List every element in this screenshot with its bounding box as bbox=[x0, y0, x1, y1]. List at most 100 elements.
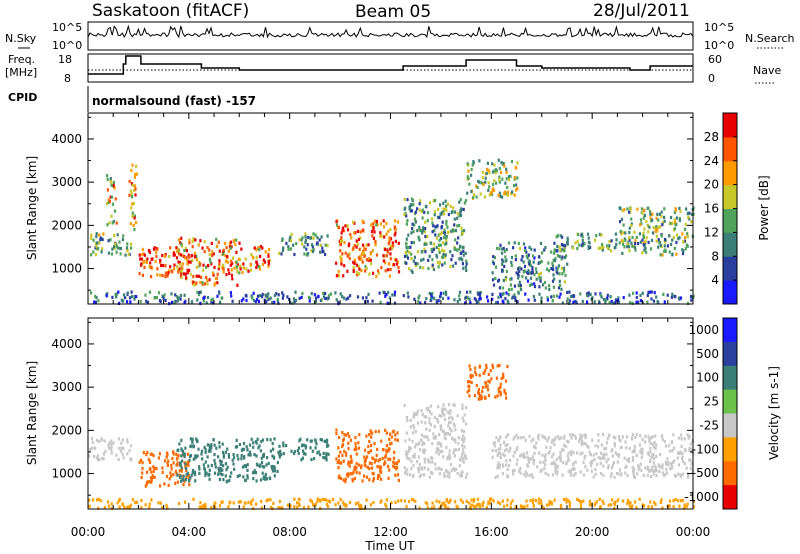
echo-cell bbox=[579, 292, 582, 296]
echo-cell bbox=[166, 274, 169, 278]
echo-cell bbox=[117, 457, 120, 462]
echo-cell bbox=[134, 193, 137, 197]
echo-cell bbox=[423, 230, 426, 234]
echo-cell bbox=[628, 236, 631, 240]
echo-cell bbox=[267, 461, 270, 465]
echo-cell bbox=[95, 498, 98, 502]
echo-cell bbox=[379, 300, 382, 304]
echo-cell bbox=[347, 244, 350, 248]
colorbar-segment bbox=[723, 341, 737, 367]
echo-cell bbox=[683, 239, 686, 243]
echo-cell bbox=[413, 255, 416, 259]
echo-cell bbox=[511, 190, 514, 194]
echo-cell bbox=[384, 261, 387, 265]
cpid-label: CPID bbox=[8, 91, 37, 104]
echo-cell bbox=[406, 249, 409, 253]
echo-cell bbox=[499, 292, 502, 296]
echo-cell bbox=[634, 475, 637, 479]
echo-cell bbox=[546, 298, 549, 302]
echo-cell bbox=[323, 498, 326, 502]
echo-cell bbox=[473, 498, 476, 502]
echo-cell bbox=[659, 500, 663, 504]
echo-cell bbox=[344, 453, 348, 457]
echo-cell bbox=[614, 232, 617, 236]
echo-cell bbox=[478, 392, 481, 396]
echo-cell bbox=[481, 502, 484, 506]
echo-cell bbox=[212, 252, 215, 256]
echo-cell bbox=[394, 227, 397, 232]
echo-cell bbox=[110, 448, 113, 452]
echo-cell bbox=[675, 233, 679, 237]
echo-cell bbox=[390, 435, 393, 439]
echo-cell bbox=[420, 433, 423, 437]
echo-cell bbox=[111, 221, 114, 225]
echo-cell bbox=[252, 477, 255, 481]
echo-cell bbox=[581, 451, 584, 455]
echo-cell bbox=[622, 296, 625, 300]
echo-cell bbox=[405, 245, 408, 250]
echo-cell bbox=[353, 221, 356, 225]
echo-cell bbox=[414, 445, 417, 449]
echo-cell bbox=[213, 443, 216, 447]
echo-cell bbox=[112, 180, 116, 185]
echo-cell bbox=[135, 500, 139, 504]
echo-cell bbox=[459, 474, 462, 478]
echo-cell bbox=[468, 394, 471, 398]
echo-cell bbox=[385, 254, 388, 258]
echo-cell bbox=[645, 236, 648, 240]
echo-cell bbox=[255, 255, 258, 260]
echo-cell bbox=[444, 253, 447, 257]
echo-cell bbox=[629, 505, 632, 510]
echo-cell bbox=[277, 450, 280, 454]
echo-cell bbox=[361, 251, 364, 255]
echo-cell bbox=[441, 220, 444, 224]
echo-cell bbox=[654, 434, 657, 438]
echo-cell bbox=[238, 442, 241, 447]
echo-cell bbox=[512, 295, 515, 299]
echo-cell bbox=[285, 444, 288, 448]
echo-cell bbox=[506, 498, 509, 502]
echo-cell bbox=[370, 223, 373, 227]
echo-cell bbox=[453, 223, 456, 227]
echo-cell bbox=[466, 162, 469, 166]
freq-tick-top: 18 bbox=[58, 53, 72, 66]
echo-cell bbox=[93, 446, 96, 450]
echo-cell bbox=[163, 254, 167, 258]
echo-cell bbox=[459, 251, 462, 255]
echo-cell bbox=[314, 233, 317, 237]
echo-cell bbox=[326, 243, 329, 248]
echo-cell bbox=[604, 298, 608, 302]
echo-cell bbox=[221, 500, 224, 504]
echo-cell bbox=[130, 168, 133, 172]
echo-cell bbox=[599, 505, 602, 509]
echo-cell bbox=[647, 505, 650, 509]
echo-cell bbox=[293, 497, 296, 501]
echo-cell bbox=[658, 212, 661, 216]
echo-cell bbox=[390, 441, 393, 445]
echo-cell bbox=[277, 506, 280, 510]
echo-cell bbox=[234, 445, 237, 449]
echo-cell bbox=[186, 262, 189, 266]
echo-cell bbox=[346, 228, 350, 232]
echo-cell bbox=[660, 210, 663, 214]
echo-cell bbox=[674, 497, 677, 502]
echo-cell bbox=[451, 254, 454, 258]
echo-cell bbox=[148, 480, 152, 484]
echo-cell bbox=[327, 452, 330, 456]
echo-cell bbox=[547, 269, 551, 273]
echo-cell bbox=[572, 246, 575, 250]
echo-cell bbox=[584, 442, 587, 446]
echo-cell bbox=[372, 472, 375, 476]
echo-cell bbox=[521, 274, 524, 279]
echo-cell bbox=[684, 247, 687, 251]
echo-cell bbox=[446, 470, 449, 474]
echo-cell bbox=[654, 446, 657, 451]
echo-cell bbox=[301, 236, 304, 240]
echo-cell bbox=[455, 448, 458, 452]
echo-cell bbox=[628, 446, 631, 451]
echo-cell bbox=[631, 504, 634, 508]
echo-cell bbox=[139, 299, 142, 303]
echo-cell bbox=[647, 435, 650, 439]
echo-cell bbox=[520, 453, 523, 457]
echo-cell bbox=[355, 466, 358, 470]
